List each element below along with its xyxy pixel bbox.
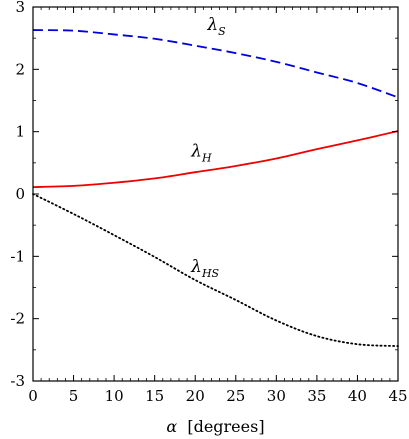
y-tick-label: 1 [15,123,25,141]
y-tick-label: -1 [10,247,25,265]
axis-ticks [32,6,399,382]
annotations: λS λH λHS [190,15,226,280]
x-tick-label: 45 [388,387,407,405]
curve-label-hs: λHS [190,257,219,280]
y-tick-label: -3 [10,372,25,390]
x-tick-label: 25 [226,387,245,405]
x-tick-label: 0 [28,387,38,405]
x-tick-label: 10 [105,387,124,405]
series-line-lambda-hs [32,193,399,347]
series-line-lambda-s [32,29,399,99]
series-line-lambda-h [32,130,399,189]
x-axis-label: α [degrees] [166,417,264,436]
curve-label-h: λH [190,142,212,165]
x-tick-label: 5 [69,387,79,405]
plot-lines [32,29,399,347]
x-tick-label: 30 [267,387,286,405]
x-tick-label: 15 [145,387,164,405]
y-tick-label: 2 [15,60,25,78]
y-tick-label: 3 [15,0,25,16]
x-tick-label: 40 [348,387,367,405]
curve-label-s: λS [206,15,226,38]
y-tick-label: 0 [15,185,25,203]
tick-labels: 0 5 10 15 20 25 30 35 40 45 -3 -2 -1 0 1 2 3 [10,0,407,405]
x-tick-label: 35 [307,387,326,405]
plot-frame [32,6,399,382]
x-tick-label: 20 [186,387,205,405]
y-tick-label: -2 [10,310,25,328]
x-axis-symbol: α [166,417,177,436]
x-axis-unit: [degrees] [187,417,264,436]
